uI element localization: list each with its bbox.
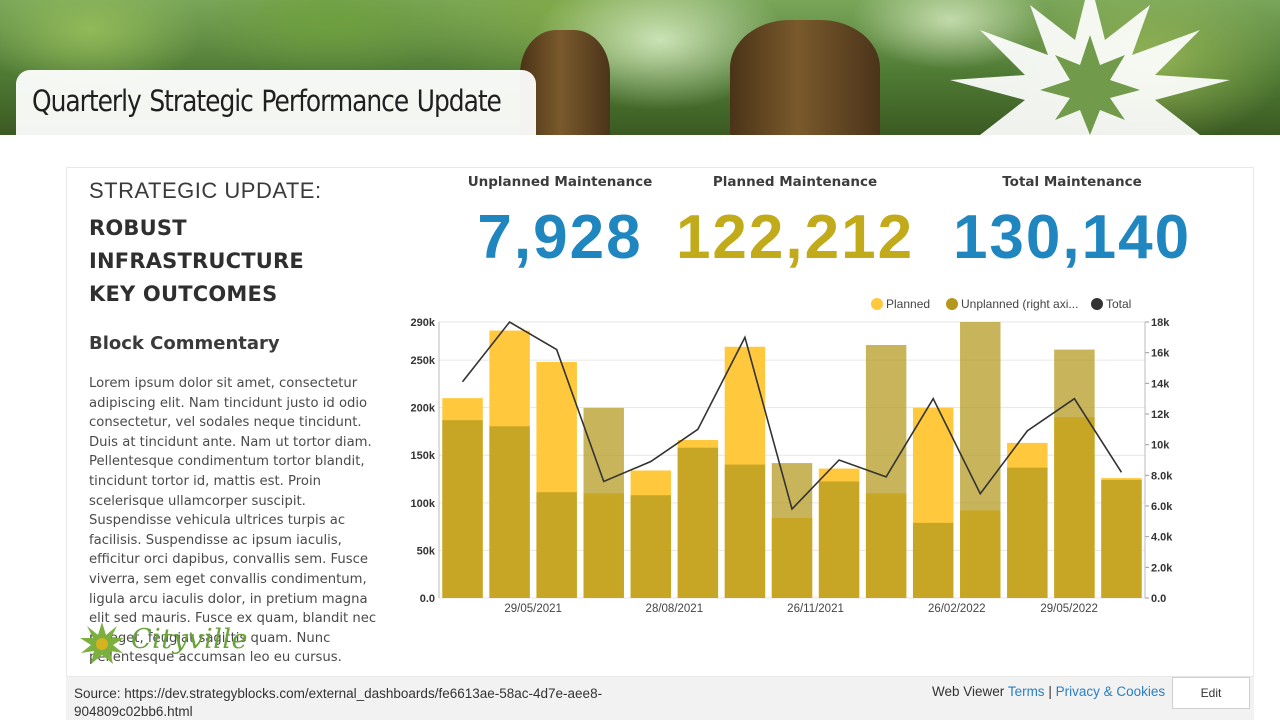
legend-label: Planned	[886, 297, 930, 311]
y-right-tick-label: 0.0	[1151, 593, 1166, 605]
unplanned-bar	[630, 495, 672, 598]
tree-trunk-right	[730, 20, 880, 135]
unplanned-bar	[1054, 349, 1095, 598]
cityville-wordmark: Cityville	[131, 624, 249, 655]
title-tab: Quarterly Strategic Performance Update	[16, 70, 536, 135]
footer-bar: Source: https://dev.strategyblocks.com/e…	[66, 677, 1254, 720]
commentary-column: STRATEGIC UPDATE: ROBUST INFRASTRUCTURE …	[89, 178, 389, 668]
unplanned-bar	[912, 522, 954, 598]
privacy-link[interactable]: Privacy & Cookies	[1055, 684, 1166, 699]
link-separator: |	[1048, 684, 1052, 699]
unplanned-bar	[583, 407, 624, 598]
y-right-tick-label: 16k	[1151, 348, 1170, 360]
y-left-tick-label: 100k	[411, 498, 436, 510]
kpi-planned-label: Planned Maintenance	[712, 174, 878, 190]
y-left-tick-label: 150k	[411, 450, 436, 462]
unplanned-bar	[677, 447, 719, 598]
header-banner: Quarterly Strategic Performance Update	[0, 0, 1280, 135]
y-right-tick-label: 6.0k	[1151, 501, 1173, 513]
kpi-total: Total Maintenance 130,140	[937, 174, 1207, 273]
y-left-tick-label: 250k	[411, 355, 436, 367]
commentary-text: Lorem ipsum dolor sit amet, consectetur …	[89, 376, 377, 666]
cityville-star-icon	[80, 622, 124, 664]
unplanned-bar	[1007, 467, 1048, 598]
y-right-tick-label: 2.0k	[1151, 562, 1173, 574]
page-title: Quarterly Strategic Performance Update	[32, 84, 502, 118]
y-right-tick-label: 14k	[1151, 378, 1170, 390]
y-left-tick-label: 290k	[411, 317, 436, 329]
x-tick-label: 28/08/2021	[646, 603, 704, 615]
web-viewer-links: Web Viewer Terms | Privacy & Cookies	[932, 684, 1165, 699]
y-left-tick-label: 0.0	[420, 593, 435, 605]
y-right-tick-label: 18k	[1151, 317, 1170, 329]
maintenance-chart: 0.0 50k 100k 150k 200k 250k 290k 0.0 2.0k 4.0k 6.0…	[411, 297, 1174, 615]
starburst-logo-graphic	[950, 0, 1230, 135]
y-right-tick-label: 4.0k	[1151, 532, 1173, 544]
unplanned-bar	[724, 464, 766, 598]
web-viewer-label: Web Viewer	[932, 684, 1005, 699]
unplanned-bar	[1101, 479, 1142, 598]
unplanned-bar	[960, 322, 1001, 598]
edit-button[interactable]: Edit	[1172, 677, 1250, 709]
x-tick-label: 26/11/2021	[787, 603, 844, 615]
kpi-total-value: 130,140	[952, 203, 1192, 272]
terms-link[interactable]: Terms	[1007, 684, 1045, 699]
x-tick-label: 29/05/2022	[1040, 603, 1098, 615]
strategic-update-heading: STRATEGIC UPDATE:	[89, 178, 322, 203]
unplanned-bar	[771, 463, 813, 598]
kpi-unplanned-label: Unplanned Maintenance	[467, 174, 653, 190]
kpi-planned: Planned Maintenance 122,212	[670, 174, 920, 273]
legend-label: Total	[1106, 297, 1131, 311]
kpi-unplanned-value: 7,928	[477, 203, 643, 272]
legend-swatch	[946, 298, 958, 310]
source-url: Source: https://dev.strategyblocks.com/e…	[74, 686, 603, 719]
unplanned-bar	[818, 481, 860, 598]
y-right-tick-label: 10k	[1151, 440, 1170, 452]
unplanned-bar	[442, 420, 483, 598]
x-tick-label: 26/02/2022	[928, 603, 986, 615]
kpi-unplanned: Unplanned Maintenance 7,928	[455, 174, 665, 273]
kpi-planned-value: 122,212	[675, 203, 915, 272]
x-tick-label: 29/05/2021	[504, 603, 562, 615]
legend-label: Unplanned (right axi...	[961, 297, 1078, 311]
total-line	[461, 320, 1123, 511]
cityville-logo: Cityville	[79, 620, 248, 668]
kpi-total-label: Total Maintenance	[1002, 174, 1142, 190]
legend-swatch	[1091, 298, 1103, 310]
unplanned-bar	[489, 426, 530, 598]
y-left-tick-label: 50k	[417, 545, 436, 557]
block-commentary-heading: Block Commentary	[89, 333, 280, 354]
legend-swatch	[871, 298, 883, 310]
unplanned-bar	[536, 492, 577, 598]
y-right-tick-label: 12k	[1151, 409, 1170, 421]
y-left-tick-label: 200k	[411, 403, 436, 415]
key-outcomes-heading: KEY OUTCOMES	[89, 282, 278, 306]
infrastructure-heading: ROBUST INFRASTRUCTURE	[89, 216, 304, 273]
y-right-tick-label: 8.0k	[1151, 470, 1173, 482]
dashboard-panel: STRATEGIC UPDATE: ROBUST INFRASTRUCTURE …	[66, 167, 1254, 677]
